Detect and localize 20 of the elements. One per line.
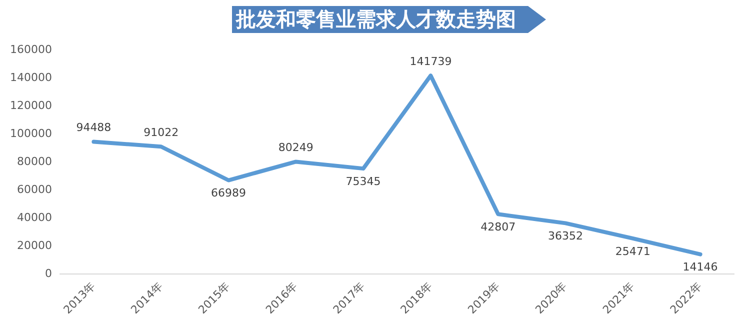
data-label: 66989 <box>210 186 246 200</box>
chart-title: 批发和零售业需求人才数走势图 <box>232 6 546 33</box>
data-label: 14146 <box>682 260 718 274</box>
y-tick-label: 160000 <box>10 42 52 56</box>
y-tick-label: 80000 <box>16 154 52 168</box>
y-tick-label: 20000 <box>16 238 52 252</box>
data-label: 94488 <box>76 121 112 134</box>
y-tick-label: 140000 <box>10 70 52 84</box>
y-tick-label: 0 <box>44 266 52 280</box>
y-tick-label: 120000 <box>10 98 52 112</box>
data-label: 36352 <box>548 230 583 243</box>
data-label: 141739 <box>410 54 452 68</box>
data-label: 42807 <box>480 220 516 234</box>
y-tick-label: 60000 <box>16 182 52 196</box>
data-label: 75345 <box>346 174 381 188</box>
data-label: 80249 <box>278 141 314 154</box>
y-tick-label: 40000 <box>16 210 52 224</box>
data-label: 25471 <box>615 244 650 258</box>
y-tick-label: 100000 <box>10 126 52 140</box>
data-label: 91022 <box>144 126 179 139</box>
